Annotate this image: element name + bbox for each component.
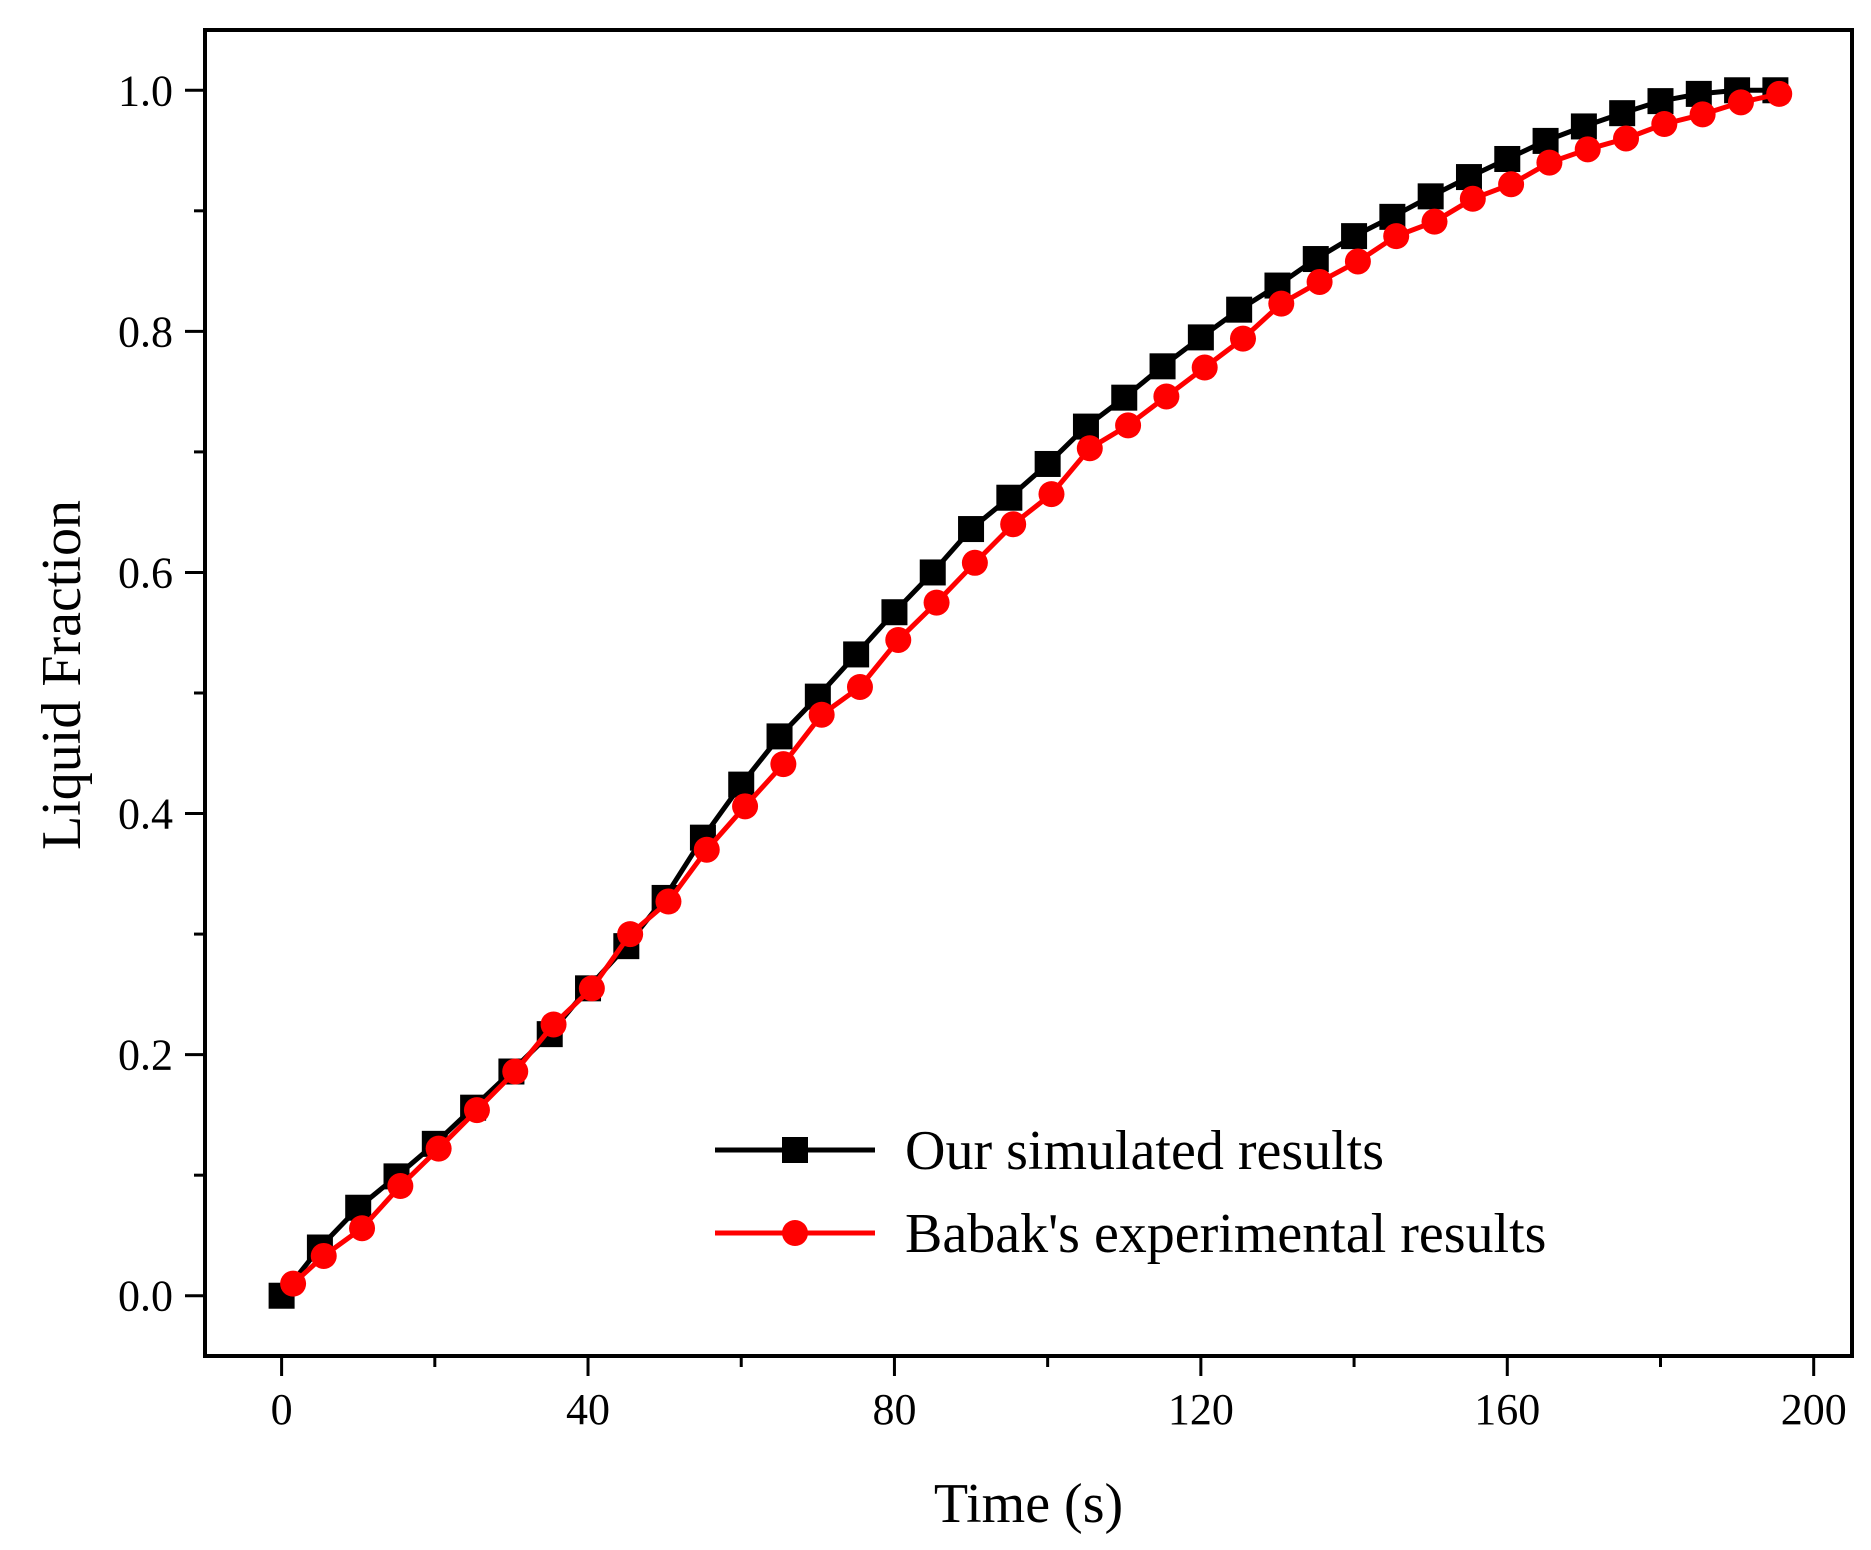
data-point: [1459, 185, 1486, 212]
data-point: [502, 1058, 529, 1085]
y-tick-label: 0.6: [118, 548, 173, 597]
data-point: [1038, 481, 1065, 508]
data-point: [808, 701, 835, 728]
data-point: [1229, 325, 1256, 352]
legend-label: Our simulated results: [905, 1120, 1384, 1182]
data-point: [1727, 89, 1754, 116]
x-tick-label: 200: [1781, 1385, 1847, 1434]
series-group: [268, 77, 1793, 1309]
legend-label: Babak's experimental results: [905, 1203, 1546, 1265]
x-tick-label: 80: [872, 1385, 916, 1434]
data-point: [1076, 435, 1103, 462]
data-point: [1421, 208, 1448, 235]
data-point: [1302, 246, 1329, 273]
ticks: 0 40 80 120 160 200 0.0 0.2 0.4 0.6 0.8 1.0: [118, 66, 1847, 1434]
data-point: [1115, 412, 1142, 439]
data-point: [1153, 383, 1180, 410]
data-point: [310, 1242, 337, 1269]
x-tick-label: 160: [1474, 1385, 1540, 1434]
data-point: [1647, 88, 1674, 115]
y-axis-title: Liquid Fraction: [31, 500, 93, 850]
data-point: [1766, 80, 1793, 107]
data-point: [1494, 145, 1521, 172]
data-point: [425, 1135, 452, 1162]
data-point: [1226, 296, 1253, 323]
data-point: [387, 1173, 414, 1200]
y-tick-label: 0.8: [118, 307, 173, 356]
y-tick-label: 1.0: [118, 66, 173, 115]
data-point: [617, 921, 644, 948]
data-point: [1149, 353, 1176, 380]
data-point: [1187, 324, 1214, 351]
data-point: [1344, 248, 1371, 275]
data-point: [655, 888, 682, 915]
data-point: [958, 516, 985, 543]
legend-marker: [782, 1220, 808, 1246]
data-point: [766, 723, 793, 750]
data-point: [463, 1097, 490, 1124]
data-point: [1613, 125, 1640, 152]
x-tick-label: 120: [1168, 1385, 1234, 1434]
data-point: [349, 1215, 376, 1242]
legend: Our simulated results Babak's experimenta…: [715, 1120, 1546, 1265]
x-tick-label: 40: [566, 1385, 610, 1434]
data-point: [881, 599, 908, 626]
y-tick-label: 0.2: [118, 1031, 173, 1080]
data-point: [1268, 290, 1295, 317]
data-point: [1034, 450, 1061, 477]
data-point: [1111, 384, 1138, 411]
data-point: [843, 641, 870, 668]
data-point: [1455, 164, 1482, 191]
legend-item: Babak's experimental results: [715, 1203, 1546, 1265]
data-point: [728, 771, 755, 798]
data-point: [961, 549, 988, 576]
data-point: [540, 1011, 567, 1038]
legend-item: Our simulated results: [715, 1120, 1384, 1182]
series-line: [279, 87, 1776, 1298]
data-point: [1000, 511, 1027, 538]
data-point: [1191, 354, 1218, 381]
data-point: [578, 975, 605, 1002]
series-line: [291, 91, 1780, 1286]
data-point: [919, 559, 946, 586]
data-point: [1609, 100, 1636, 127]
data-point: [1689, 101, 1716, 128]
data-point: [846, 673, 873, 700]
data-point: [1498, 171, 1525, 198]
y-tick-label: 0.4: [118, 790, 173, 839]
data-point: [732, 793, 759, 820]
data-point: [1570, 113, 1597, 140]
data-point: [923, 589, 950, 616]
data-point: [280, 1270, 307, 1297]
data-point: [1574, 136, 1601, 163]
y-tick-label: 0.0: [118, 1272, 173, 1321]
legend-marker: [782, 1137, 808, 1163]
data-point: [770, 751, 797, 778]
data-point: [1341, 223, 1368, 250]
data-point: [1417, 183, 1444, 210]
series-2: [280, 80, 1793, 1297]
data-point: [1536, 149, 1563, 176]
data-point: [1072, 413, 1099, 440]
data-point: [996, 484, 1023, 511]
data-point: [1306, 268, 1333, 295]
x-tick-label: 0: [271, 1385, 293, 1434]
data-point: [693, 836, 720, 863]
x-axis-title: Time (s): [934, 1473, 1123, 1535]
data-point: [1651, 111, 1678, 138]
data-point: [1383, 223, 1410, 250]
data-point: [885, 626, 912, 653]
data-point: [1532, 127, 1559, 154]
